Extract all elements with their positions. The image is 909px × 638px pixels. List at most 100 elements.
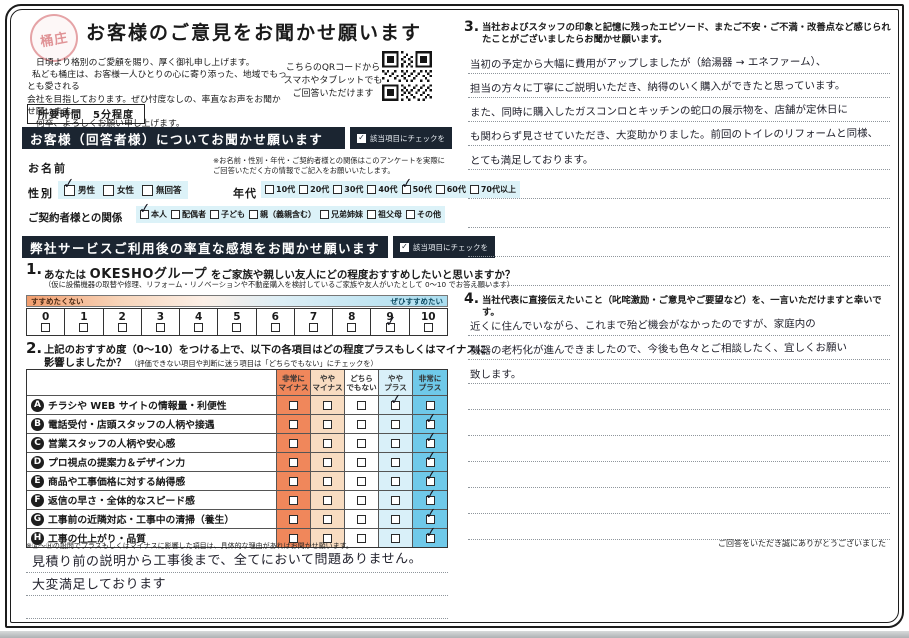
checkbox-age-10s[interactable]	[265, 185, 274, 194]
answer-line[interactable]	[468, 384, 890, 410]
checkbox-age-30s[interactable]	[333, 185, 343, 194]
col-text: どちら	[350, 373, 373, 383]
answer-line[interactable]: 致します。	[468, 360, 890, 384]
checkbox-score-7[interactable]	[308, 323, 318, 333]
rating-cell: ✓	[413, 524, 447, 547]
rating-checkbox[interactable]	[357, 533, 366, 543]
checkbox-male[interactable]: ✓	[62, 175, 76, 196]
checkbox-spouse[interactable]	[171, 210, 180, 219]
checkbox-age-40s[interactable]	[367, 185, 377, 194]
checkbox-score-9[interactable]: ✓	[384, 314, 397, 333]
checkbox-score-2[interactable]	[117, 323, 127, 333]
checkbox-grandparent[interactable]	[367, 210, 376, 219]
rating-checkbox[interactable]	[391, 533, 400, 543]
rating-checkbox[interactable]	[323, 419, 332, 429]
checkbox-other[interactable]	[406, 210, 415, 219]
rating-checkbox[interactable]	[323, 533, 332, 543]
intro-paragraph: 日頃より格別のご愛顧を賜り、厚く御礼申し上げます。 私ども桶庄は、お客様一人ひと…	[27, 57, 289, 130]
rating-checkbox[interactable]	[289, 400, 298, 410]
comment-line[interactable]: 大変満足しております	[26, 573, 448, 596]
q1-title-post: をご家族や親しい友人にどの程度おすすめしたいと思いますか？	[207, 269, 516, 281]
rating-checkbox[interactable]	[357, 495, 366, 505]
rating-checkbox[interactable]: ✓	[424, 467, 437, 486]
answer-line[interactable]	[468, 462, 890, 488]
rating-checkbox[interactable]	[391, 438, 400, 448]
checkbox-score-5[interactable]	[232, 323, 242, 333]
intro-line: 何卒、よろしくお願い申し上げます。	[36, 119, 185, 130]
checkbox-child[interactable]	[210, 210, 219, 219]
rating-checkbox[interactable]: ✓	[424, 410, 437, 429]
rating-checkbox[interactable]: ✓	[424, 524, 437, 543]
answer-line[interactable]	[468, 488, 890, 514]
rating-checkbox[interactable]	[323, 476, 332, 486]
rating-checkbox[interactable]	[323, 400, 332, 410]
rating-checkbox[interactable]	[323, 457, 332, 467]
rating-checkbox[interactable]	[357, 514, 366, 524]
rating-checkbox[interactable]	[323, 495, 332, 505]
rating-checkbox[interactable]: ✓	[389, 391, 403, 410]
option-label: 兄弟姉妹	[331, 210, 363, 219]
answer-line[interactable]: も関わらず見させていただき、大変助かりました。前回のトイレのリフォームと同様、	[468, 122, 890, 146]
rating-checkbox[interactable]	[425, 400, 435, 410]
rating-checkbox[interactable]: ✓	[424, 429, 437, 448]
checkbox-score-4[interactable]	[194, 323, 204, 333]
rating-checkbox[interactable]	[289, 419, 298, 429]
checkbox-no-answer[interactable]	[142, 184, 154, 196]
rating-checkbox[interactable]: ✓	[424, 448, 437, 467]
checkbox-score-6[interactable]	[270, 323, 280, 333]
answer-line[interactable]: また、同時に購入したガスコンロとキッチンの蛇口の展示物を、店舗が定休日に	[468, 98, 890, 122]
rating-checkbox[interactable]	[391, 514, 400, 524]
rating-checkbox[interactable]	[391, 457, 400, 467]
checkbox-self[interactable]: ✓	[138, 200, 152, 219]
checkbox-sibling[interactable]	[320, 210, 329, 219]
answer-line[interactable]: 担当の方々に丁寧にご説明いただき、納得のいく購入ができたと思っています。	[468, 74, 890, 98]
rating-checkbox[interactable]	[323, 514, 332, 524]
qr-caption-line: スマホやタブレットでも	[283, 76, 383, 86]
answer-line[interactable]	[468, 257, 890, 286]
answer-line[interactable]	[468, 228, 890, 257]
answer-line[interactable]	[468, 170, 890, 199]
rating-checkbox[interactable]	[357, 476, 366, 486]
rating-checkbox[interactable]	[391, 419, 400, 429]
rating-checkbox[interactable]	[357, 419, 366, 429]
answer-line[interactable]: 機器の老朽化が進んできましたので、今後も色々とご相談したく、宜しくお願い	[468, 336, 890, 360]
comment-line[interactable]: 見積り前の説明から工事後まで、全てにおいて問題ありません。	[26, 550, 448, 573]
checkbox-score-10[interactable]	[423, 323, 433, 333]
checkbox-score-1[interactable]	[79, 323, 89, 333]
checkbox-age-60s[interactable]	[435, 185, 445, 194]
option-spouse: 配偶者	[171, 209, 206, 220]
answer-line[interactable]	[468, 514, 890, 540]
checkbox-age-50s[interactable]: ✓	[400, 175, 413, 194]
checkbox-score-8[interactable]	[347, 323, 357, 333]
rating-checkbox[interactable]	[357, 457, 366, 467]
rating-checkbox[interactable]	[391, 476, 400, 486]
checkbox-female[interactable]	[103, 184, 115, 196]
checkbox-parent[interactable]	[249, 210, 258, 219]
rating-checkbox[interactable]	[323, 438, 332, 448]
rating-cell	[277, 396, 311, 414]
rating-checkbox[interactable]	[289, 533, 298, 543]
rating-checkbox[interactable]	[357, 400, 366, 410]
rating-checkbox[interactable]	[289, 514, 298, 524]
rating-checkbox[interactable]	[289, 495, 298, 505]
answer-line[interactable]: 当初の予定から大幅に費用がアップしましたが（給湯器 → エネファーム）、	[468, 50, 890, 74]
option-label: 10代	[276, 185, 296, 194]
answer-line[interactable]	[468, 436, 890, 462]
rating-checkbox[interactable]: ✓	[424, 505, 437, 524]
checkbox-score-0[interactable]	[41, 323, 51, 333]
rating-cell	[379, 434, 413, 452]
rating-checkbox[interactable]	[289, 438, 298, 448]
answer-line[interactable]: とても満足しております。	[468, 146, 890, 170]
answer-line[interactable]	[468, 199, 890, 228]
answer-line[interactable]: 近くに住んでいながら、これまで殆ど機会がなかったのですが、家庭内の	[468, 312, 890, 336]
checkbox-age-20s[interactable]	[299, 185, 309, 194]
answer-line[interactable]	[468, 410, 890, 436]
checkbox-score-3[interactable]	[155, 323, 165, 333]
checkbox-age-70s-plus[interactable]	[469, 185, 479, 194]
rating-checkbox[interactable]	[289, 457, 298, 467]
comment-line[interactable]	[26, 596, 448, 619]
rating-checkbox[interactable]	[289, 476, 298, 486]
rating-checkbox[interactable]	[391, 495, 400, 505]
rating-checkbox[interactable]: ✓	[424, 486, 437, 505]
rating-checkbox[interactable]	[357, 438, 366, 448]
